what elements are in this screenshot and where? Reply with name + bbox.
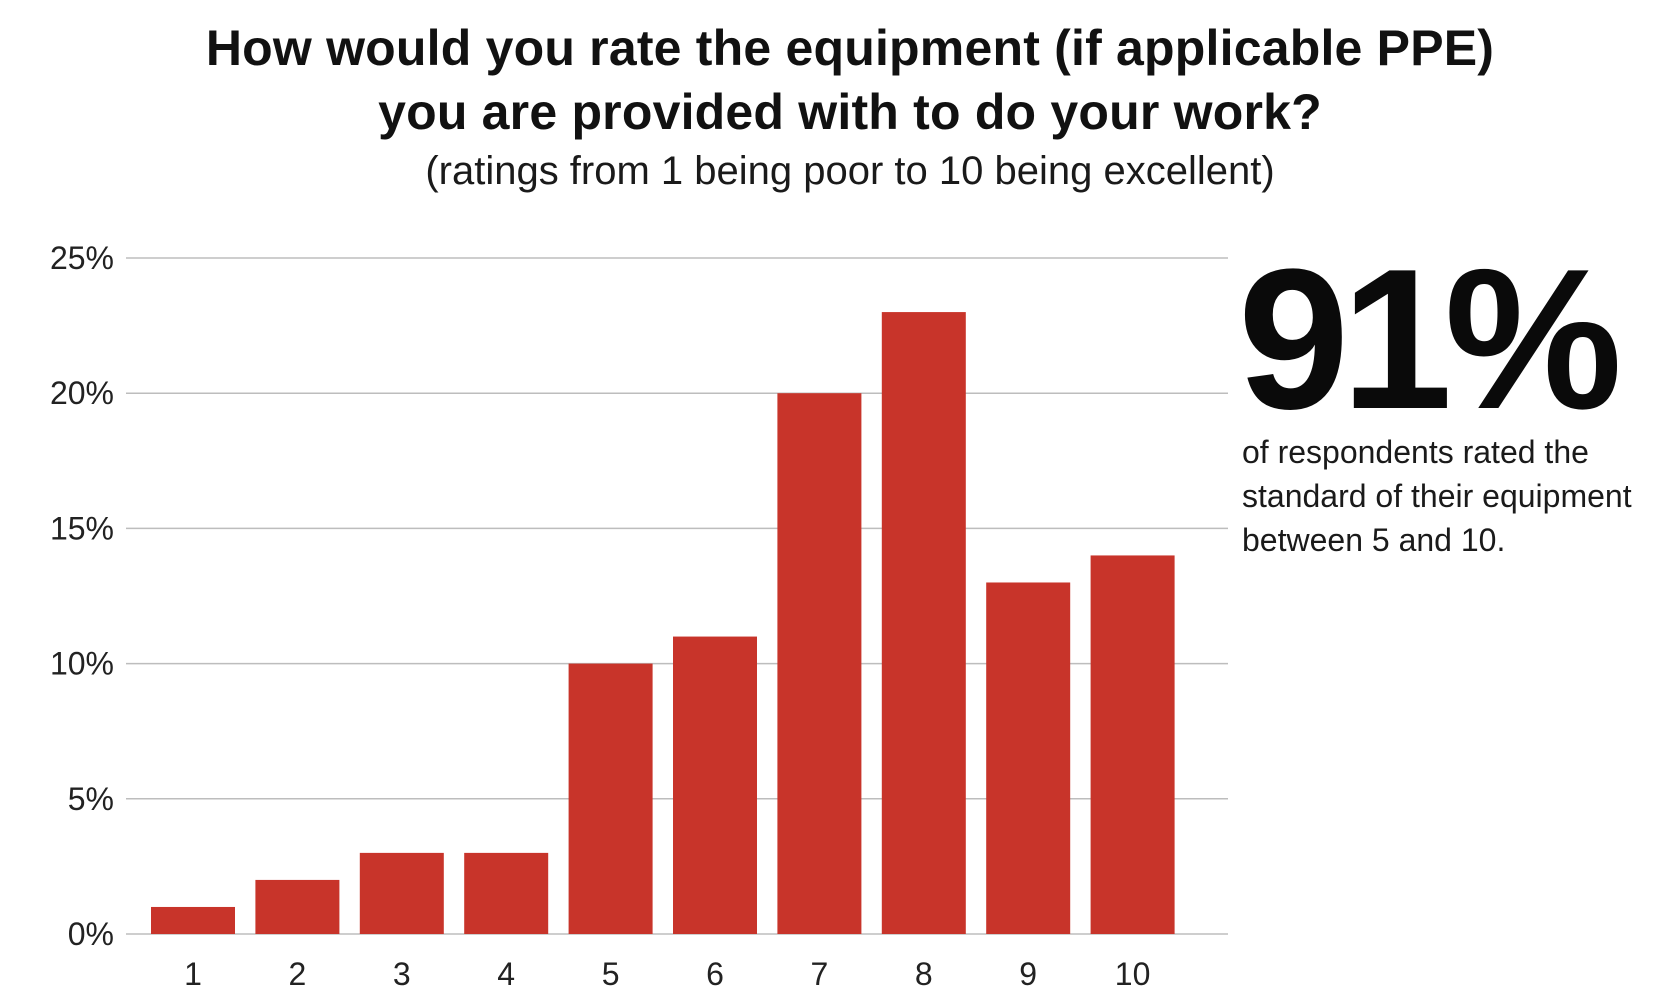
x-tick-label: 9 — [1019, 956, 1037, 992]
bar-rating-10 — [1090, 555, 1175, 934]
bar-rating-9 — [986, 582, 1071, 934]
callout-text: of respondents rated the standard of the… — [1242, 434, 1632, 558]
x-tick-label: 10 — [1115, 956, 1151, 992]
bars — [151, 312, 1175, 935]
y-tick-label: 10% — [50, 646, 114, 682]
bar-rating-8 — [881, 312, 966, 935]
y-tick-label: 20% — [50, 375, 114, 411]
x-axis-ticks: 1 2 3 4 5 6 7 8 9 10 — [184, 956, 1150, 992]
x-tick-label: 7 — [811, 956, 829, 992]
y-tick-label: 25% — [50, 240, 114, 276]
y-tick-label: 15% — [50, 510, 114, 546]
y-tick-label: 0% — [68, 916, 114, 952]
x-tick-label: 5 — [602, 956, 620, 992]
x-tick-label: 4 — [497, 956, 515, 992]
x-tick-label: 2 — [289, 956, 307, 992]
bar-rating-4 — [464, 852, 549, 934]
callout-value: 91% — [1238, 228, 1622, 451]
bar-rating-1 — [151, 906, 235, 934]
bar-rating-5 — [568, 663, 653, 934]
x-tick-label: 1 — [184, 956, 202, 992]
chart-title-line-2: you are provided with to do your work? — [378, 84, 1322, 140]
bar-rating-2 — [255, 879, 340, 934]
bar-chart: 0% 5% 10% 15% 20% 25% 1 2 3 4 5 6 7 8 9 10 — [50, 240, 1228, 992]
bar-rating-6 — [673, 636, 757, 934]
x-tick-label: 3 — [393, 956, 411, 992]
chart-title-line-1: How would you rate the equipment (if app… — [205, 20, 1495, 76]
y-tick-label: 5% — [68, 781, 114, 817]
y-axis-ticks: 0% 5% 10% 15% 20% 25% — [50, 240, 114, 952]
chart-subtitle: (ratings from 1 being poor to 10 being e… — [425, 149, 1275, 193]
bar-rating-3 — [359, 852, 444, 934]
x-tick-label: 8 — [915, 956, 933, 992]
bar-rating-7 — [777, 393, 862, 934]
x-tick-label: 6 — [706, 956, 724, 992]
